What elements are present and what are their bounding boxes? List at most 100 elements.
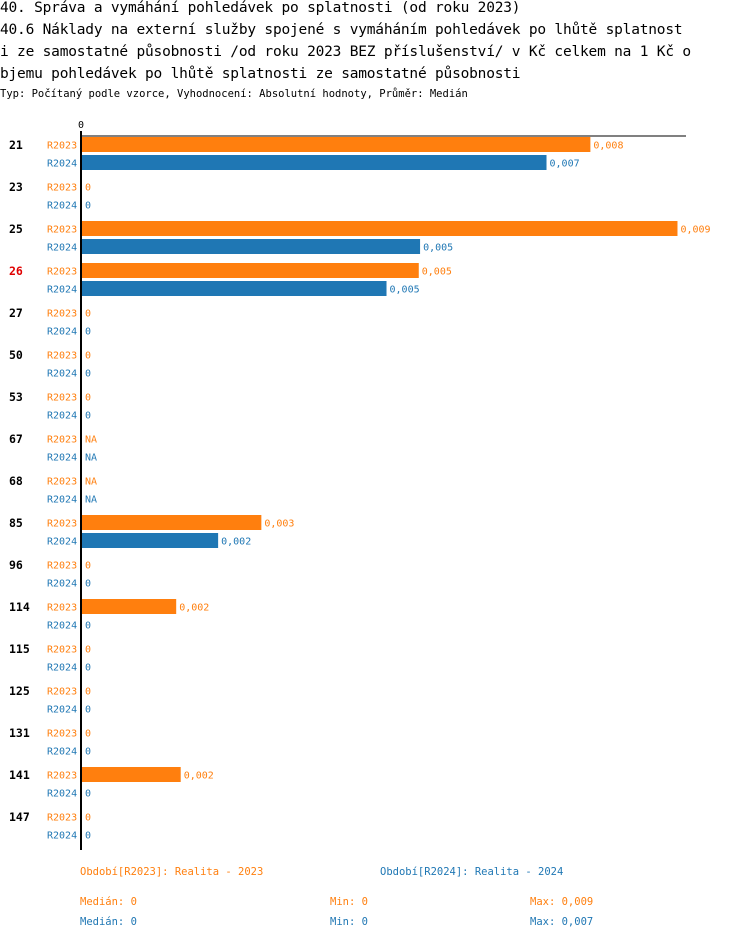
data-label: 0 — [85, 411, 91, 422]
bar — [82, 263, 419, 278]
series-label: R2023 — [47, 141, 77, 152]
data-label: 0 — [85, 579, 91, 590]
data-label: 0 — [85, 327, 91, 338]
stat-median-2023: Medián: 0 — [80, 896, 137, 908]
series-label: R2024 — [47, 831, 77, 842]
category-label: 23 — [9, 180, 23, 194]
category-label: 131 — [9, 726, 30, 740]
data-label: 0,005 — [423, 243, 453, 254]
series-label: R2024 — [47, 201, 77, 212]
stat-min-2023: Min: 0 — [330, 896, 368, 908]
series-label: R2024 — [47, 327, 77, 338]
data-label: NA — [85, 453, 97, 464]
title-line-2: 40.6 Náklady na externí služby spojené s… — [0, 22, 683, 38]
x-axis-zero-label: 0 — [78, 120, 84, 131]
data-label: 0 — [85, 747, 91, 758]
category-label: 21 — [9, 138, 23, 152]
data-label: 0 — [85, 789, 91, 800]
data-label: NA — [85, 435, 97, 446]
series-label: R2023 — [47, 309, 77, 320]
data-label: 0,003 — [264, 519, 294, 530]
category-label: 141 — [9, 768, 30, 782]
series-label: R2023 — [47, 603, 77, 614]
data-label: 0 — [85, 705, 91, 716]
category-label: 68 — [9, 474, 23, 488]
data-label: 0,009 — [680, 225, 710, 236]
category-label: 25 — [9, 222, 23, 236]
category-label: 96 — [9, 558, 23, 572]
legend-period-2024: Období[R2024]: Realita - 2024 — [380, 866, 564, 878]
series-label: R2023 — [47, 561, 77, 572]
series-label: R2024 — [47, 537, 77, 548]
data-label: 0 — [85, 201, 91, 212]
series-label: R2024 — [47, 495, 77, 506]
category-label: 147 — [9, 810, 30, 824]
data-label: NA — [85, 477, 97, 488]
series-label: R2023 — [47, 351, 77, 362]
data-label: 0,005 — [390, 285, 420, 296]
series-label: R2023 — [47, 687, 77, 698]
bar — [82, 137, 591, 152]
category-label: 115 — [9, 642, 30, 656]
legend-period-2023: Období[R2023]: Realita - 2023 — [80, 866, 264, 878]
data-label: 0 — [85, 369, 91, 380]
data-label: 0 — [85, 621, 91, 632]
data-label: 0 — [85, 393, 91, 404]
data-label: NA — [85, 495, 97, 506]
series-label: R2023 — [47, 771, 77, 782]
data-label: 0 — [85, 831, 91, 842]
category-label: 67 — [9, 432, 23, 446]
series-label: R2024 — [47, 663, 77, 674]
category-label: 27 — [9, 306, 23, 320]
series-label: R2024 — [47, 579, 77, 590]
data-label: 0 — [85, 351, 91, 362]
series-label: R2024 — [47, 411, 77, 422]
title-line-3: i ze samostatné působnosti /od roku 2023… — [0, 44, 691, 60]
category-label: 53 — [9, 390, 23, 404]
series-label: R2024 — [47, 243, 77, 254]
bar — [82, 221, 678, 236]
title-line-1: 40. Správa a vymáhání pohledávek po spla… — [0, 0, 521, 16]
stat-min-2024: Min: 0 — [330, 916, 368, 928]
bar — [82, 515, 262, 530]
data-label: 0,002 — [184, 771, 214, 782]
data-label: 0,002 — [179, 603, 209, 614]
data-label: 0 — [85, 813, 91, 824]
bar — [82, 239, 421, 254]
category-label: 125 — [9, 684, 30, 698]
chart-subtitle: Typ: Počítaný podle vzorce, Vyhodnocení:… — [0, 88, 468, 100]
data-label: 0 — [85, 687, 91, 698]
data-label: 0,005 — [422, 267, 452, 278]
series-label: R2024 — [47, 747, 77, 758]
series-label: R2023 — [47, 435, 77, 446]
stat-max-2023: Max: 0,009 — [530, 896, 594, 908]
title-line-4: bjemu pohledávek po lhůtě splatnosti ze … — [0, 66, 521, 82]
data-label: 0 — [85, 309, 91, 320]
category-label: 50 — [9, 348, 23, 362]
series-label: R2024 — [47, 621, 77, 632]
data-label: 0,007 — [550, 159, 580, 170]
series-label: R2024 — [47, 789, 77, 800]
stat-max-2024: Max: 0,007 — [530, 916, 594, 928]
data-label: 0 — [85, 663, 91, 674]
data-label: 0 — [85, 729, 91, 740]
series-label: R2023 — [47, 519, 77, 530]
series-label: R2023 — [47, 393, 77, 404]
category-label: 114 — [9, 600, 30, 614]
series-label: R2023 — [47, 645, 77, 656]
series-label: R2024 — [47, 453, 77, 464]
series-label: R2023 — [47, 267, 77, 278]
bar — [82, 533, 219, 548]
series-label: R2023 — [47, 225, 77, 236]
bar — [82, 281, 387, 296]
category-label: 26 — [9, 264, 23, 278]
data-label: 0,008 — [593, 141, 623, 152]
bar — [82, 599, 177, 614]
series-label: R2023 — [47, 813, 77, 824]
series-label: R2024 — [47, 159, 77, 170]
bar — [82, 767, 181, 782]
series-label: R2023 — [47, 477, 77, 488]
series-label: R2024 — [47, 705, 77, 716]
series-label: R2024 — [47, 285, 77, 296]
